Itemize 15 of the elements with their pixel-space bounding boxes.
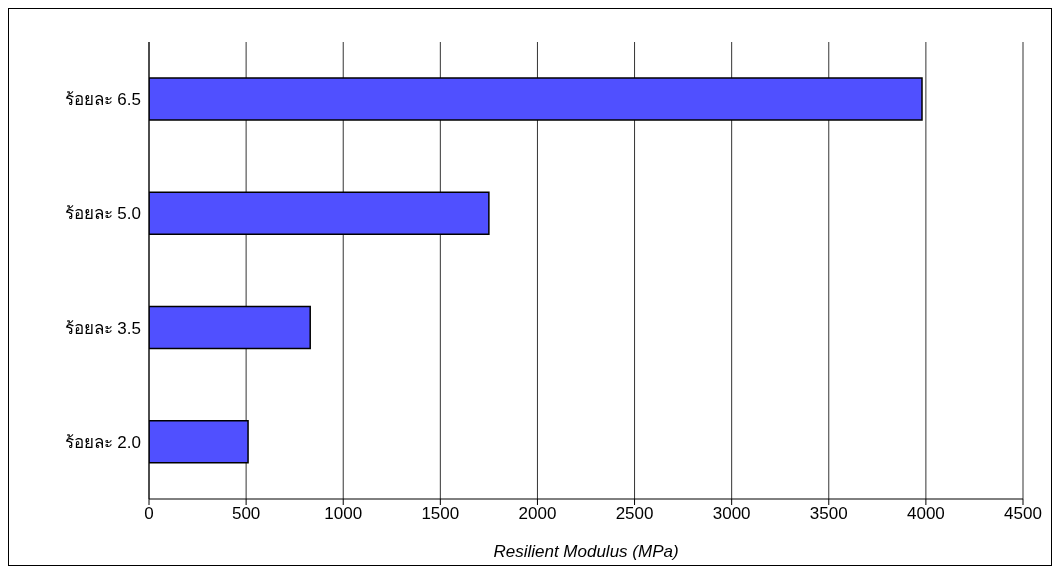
x-tick-label: 3000: [712, 504, 751, 524]
x-tick-label: 2000: [518, 504, 557, 524]
x-axis-title: Resilient Modulus (MPa): [493, 542, 679, 561]
x-tick-label: 0: [144, 504, 154, 524]
y-tick-label: ร้อยละ 3.5: [64, 318, 141, 338]
x-tick-label: 2500: [615, 504, 654, 524]
y-tick-label: ร้อยละ 2.0: [64, 432, 141, 452]
y-tick-label: ร้อยละ 5.0: [64, 204, 141, 224]
y-tick-label: ร้อยละ 6.5: [64, 90, 141, 110]
x-tick-label: 3500: [809, 504, 848, 524]
x-tick-label: 4000: [906, 504, 945, 524]
x-tick-label: 4500: [1004, 504, 1042, 524]
x-tick-label: 500: [231, 504, 261, 524]
x-tick-label: 1500: [421, 504, 460, 524]
x-tick-label: 1000: [324, 504, 363, 524]
